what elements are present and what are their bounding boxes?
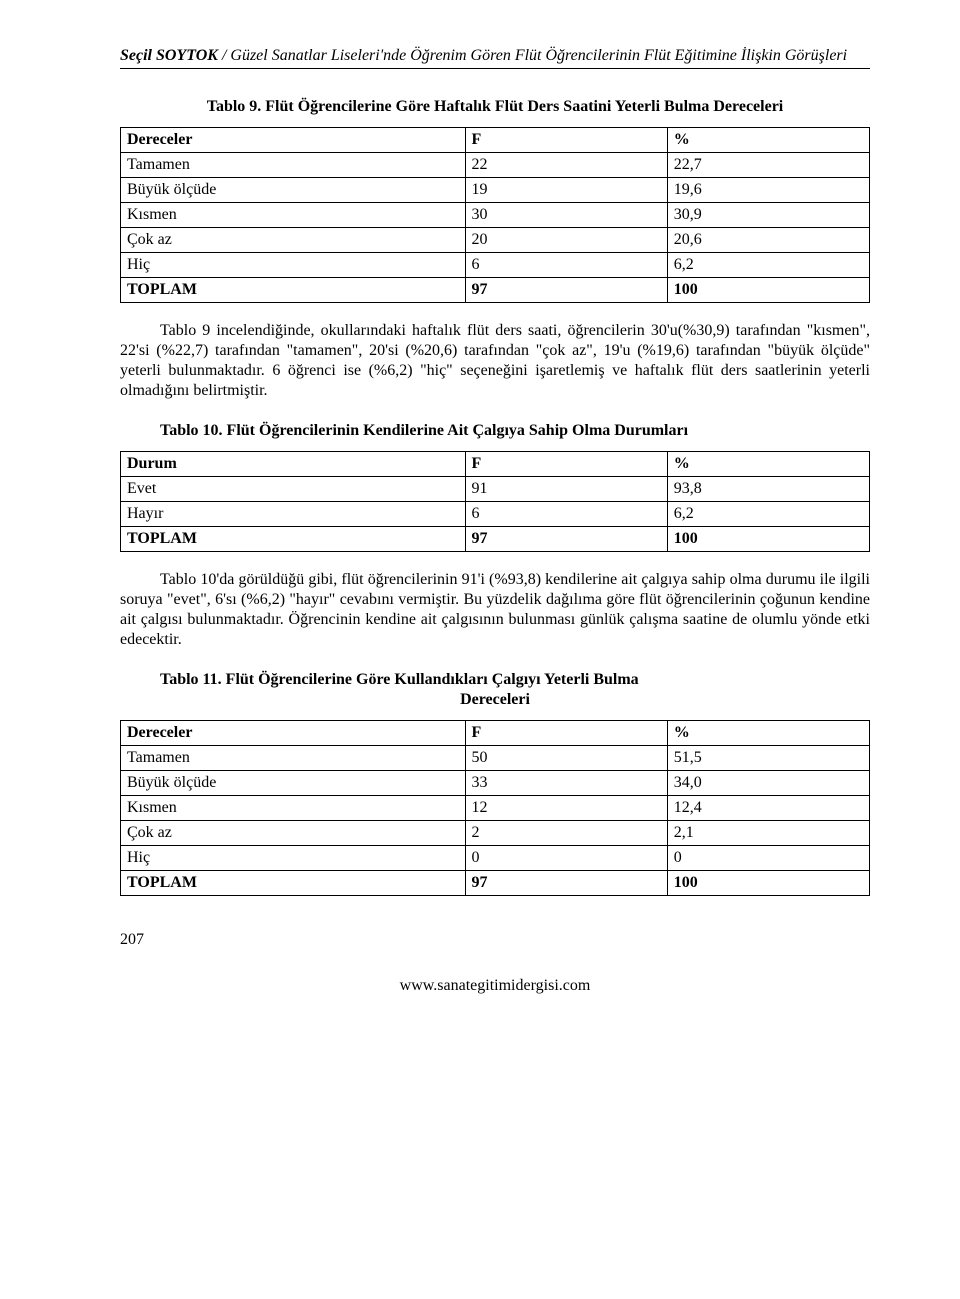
table-row: Evet 91 93,8 <box>121 477 870 502</box>
table11-col-header: % <box>667 721 869 746</box>
cell: Kısmen <box>121 203 466 228</box>
table11-title: Tablo 11. Flüt Öğrencilerine Göre Kullan… <box>120 670 870 710</box>
cell: 100 <box>667 527 869 552</box>
cell: 50 <box>465 746 667 771</box>
table10-col-header: F <box>465 452 667 477</box>
table-row: Hayır 6 6,2 <box>121 502 870 527</box>
table9-col-header: F <box>465 128 667 153</box>
cell: 20,6 <box>667 228 869 253</box>
header-rule <box>120 68 870 69</box>
table9-total-row: TOPLAM 97 100 <box>121 278 870 303</box>
table9-col-header: Dereceler <box>121 128 466 153</box>
cell: 12 <box>465 796 667 821</box>
cell: 30,9 <box>667 203 869 228</box>
cell: Tamamen <box>121 746 466 771</box>
paragraph-after-table9: Tablo 9 incelendiğinde, okullarındaki ha… <box>120 321 870 401</box>
header-title: Güzel Sanatlar Liseleri'nde Öğrenim Göre… <box>230 47 847 64</box>
table10-total-row: TOPLAM 97 100 <box>121 527 870 552</box>
running-header: Seçil SOYTOK / Güzel Sanatlar Liseleri'n… <box>120 46 870 66</box>
cell: Evet <box>121 477 466 502</box>
table-row: Tamamen 50 51,5 <box>121 746 870 771</box>
table11: Dereceler F % Tamamen 50 51,5 Büyük ölçü… <box>120 720 870 896</box>
cell: 2 <box>465 821 667 846</box>
cell: 97 <box>465 871 667 896</box>
header-sep: / <box>218 47 230 64</box>
table11-col-header: Dereceler <box>121 721 466 746</box>
table-row: Hiç 0 0 <box>121 846 870 871</box>
footer-url: www.sanategitimidergisi.com <box>120 976 870 996</box>
table9-title: Tablo 9. Flüt Öğrencilerine Göre Haftalı… <box>120 97 870 117</box>
cell: 6 <box>465 502 667 527</box>
table10-col-header: Durum <box>121 452 466 477</box>
cell: 0 <box>667 846 869 871</box>
table9: Dereceler F % Tamamen 22 22,7 Büyük ölçü… <box>120 127 870 303</box>
cell: Hayır <box>121 502 466 527</box>
cell: Büyük ölçüde <box>121 771 466 796</box>
table-row: Büyük ölçüde 33 34,0 <box>121 771 870 796</box>
cell: 33 <box>465 771 667 796</box>
table10-col-header: % <box>667 452 869 477</box>
table-row: Tamamen 22 22,7 <box>121 153 870 178</box>
cell: 6,2 <box>667 502 869 527</box>
cell: 30 <box>465 203 667 228</box>
page-number: 207 <box>120 930 870 950</box>
cell: 6 <box>465 253 667 278</box>
table-row: Kısmen 30 30,9 <box>121 203 870 228</box>
cell: 100 <box>667 278 869 303</box>
table9-col-header: % <box>667 128 869 153</box>
cell: 0 <box>465 846 667 871</box>
table-row: Büyük ölçüde 19 19,6 <box>121 178 870 203</box>
table-row: Çok az 2 2,1 <box>121 821 870 846</box>
cell: TOPLAM <box>121 278 466 303</box>
cell: 97 <box>465 278 667 303</box>
cell: Çok az <box>121 821 466 846</box>
cell: 91 <box>465 477 667 502</box>
cell: 19 <box>465 178 667 203</box>
cell: 22 <box>465 153 667 178</box>
cell: 93,8 <box>667 477 869 502</box>
table11-title-line2: Dereceleri <box>120 690 870 710</box>
cell: TOPLAM <box>121 527 466 552</box>
cell: Tamamen <box>121 153 466 178</box>
cell: 12,4 <box>667 796 869 821</box>
cell: Kısmen <box>121 796 466 821</box>
table10-title: Tablo 10. Flüt Öğrencilerinin Kendilerin… <box>120 421 870 441</box>
cell: 19,6 <box>667 178 869 203</box>
cell: TOPLAM <box>121 871 466 896</box>
cell: 20 <box>465 228 667 253</box>
cell: 6,2 <box>667 253 869 278</box>
table11-title-line1: Tablo 11. Flüt Öğrencilerine Göre Kullan… <box>160 671 639 688</box>
cell: Büyük ölçüde <box>121 178 466 203</box>
table11-total-row: TOPLAM 97 100 <box>121 871 870 896</box>
cell: 22,7 <box>667 153 869 178</box>
cell: 34,0 <box>667 771 869 796</box>
cell: Hiç <box>121 253 466 278</box>
table10: Durum F % Evet 91 93,8 Hayır 6 6,2 TOPLA… <box>120 451 870 552</box>
cell: Çok az <box>121 228 466 253</box>
header-author: Seçil SOYTOK <box>120 47 218 64</box>
cell: 97 <box>465 527 667 552</box>
cell: Hiç <box>121 846 466 871</box>
table11-col-header: F <box>465 721 667 746</box>
cell: 2,1 <box>667 821 869 846</box>
cell: 51,5 <box>667 746 869 771</box>
table-row: Çok az 20 20,6 <box>121 228 870 253</box>
table-row: Hiç 6 6,2 <box>121 253 870 278</box>
table-row: Kısmen 12 12,4 <box>121 796 870 821</box>
paragraph-after-table10: Tablo 10'da görüldüğü gibi, flüt öğrenci… <box>120 570 870 650</box>
cell: 100 <box>667 871 869 896</box>
